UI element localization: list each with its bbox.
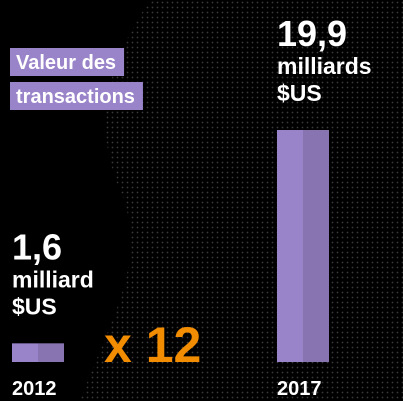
unit-label: milliard bbox=[12, 266, 94, 292]
category-label: 2017 bbox=[277, 378, 322, 400]
bar-shade bbox=[303, 130, 329, 362]
bar-group bbox=[277, 130, 329, 362]
unit-label: $US bbox=[277, 80, 322, 106]
bar bbox=[277, 130, 329, 362]
bar-group bbox=[12, 343, 64, 362]
annotation: x 12 bbox=[104, 317, 201, 373]
bar bbox=[12, 343, 64, 362]
value-label: 1,6 bbox=[12, 226, 62, 267]
title: Valeur des transactions bbox=[10, 48, 143, 110]
bar-shade bbox=[38, 343, 64, 362]
title-line: transactions bbox=[16, 86, 135, 108]
value-label: 19,9 bbox=[277, 13, 347, 54]
title-box bbox=[10, 82, 143, 110]
unit-label: $US bbox=[12, 293, 57, 319]
category-label: 2012 bbox=[12, 378, 57, 400]
title-box bbox=[10, 48, 125, 76]
title-line: Valeur des bbox=[16, 52, 116, 74]
unit-label: milliards bbox=[277, 53, 372, 79]
